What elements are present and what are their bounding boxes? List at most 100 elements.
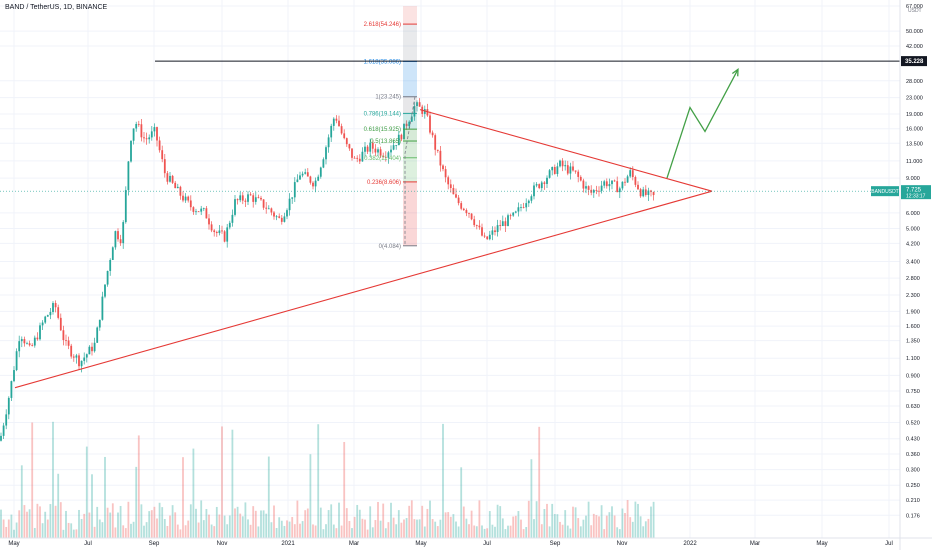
volume-bar — [455, 521, 457, 538]
candle-body — [449, 184, 452, 189]
candle-body — [465, 210, 468, 214]
fib-level-label: 1.618(35.086) — [364, 59, 401, 65]
candle-body — [408, 121, 411, 127]
volume-bar — [551, 503, 554, 538]
volume-bar — [317, 424, 320, 538]
x-tick-label: Jul — [885, 541, 893, 547]
candle-body — [49, 312, 52, 316]
trendline-lower — [14, 190, 713, 389]
time-axis[interactable]: May Jul Sep Nov 2021 Mar May Jul Sep Nov 2022 Mar Ma… — [0, 537, 932, 547]
volume-bar — [93, 526, 96, 538]
volume-bar — [616, 527, 619, 538]
volume-bar — [650, 506, 652, 538]
volume-bar — [361, 518, 364, 538]
volume-bar — [348, 520, 351, 538]
candle-body — [644, 189, 647, 195]
fib-zone — [403, 141, 417, 158]
volume-bar — [202, 520, 205, 538]
candle-body — [213, 230, 216, 233]
volume-bar — [288, 521, 291, 538]
x-tick-label: Sep — [550, 541, 561, 547]
candle-body — [306, 172, 309, 177]
candle-body — [72, 356, 75, 358]
volume-bar — [473, 525, 476, 538]
candle-body — [327, 137, 330, 148]
candle-body — [418, 102, 421, 107]
y-tick-label: 42.000 — [906, 44, 923, 50]
candle-body — [631, 170, 634, 178]
candle-body — [608, 184, 611, 187]
volume-bar — [624, 513, 626, 538]
candle-body — [52, 303, 54, 313]
volume-bar — [75, 529, 78, 538]
y-tick-label: 67.000 — [906, 4, 923, 10]
x-tick-label: Mar — [750, 541, 760, 547]
candle-body — [291, 197, 294, 199]
volume-bar — [145, 522, 148, 538]
volume-bar — [468, 524, 470, 538]
candle-body — [13, 370, 15, 382]
trendlines[interactable] — [14, 109, 713, 389]
y-tick-label: 6.000 — [906, 211, 920, 217]
volume-bar — [481, 525, 483, 538]
volume-bar — [59, 502, 62, 538]
candle-body — [364, 146, 366, 152]
candle-body — [187, 196, 190, 201]
volume-bar — [434, 521, 437, 538]
candle-body — [80, 360, 83, 367]
candle-body — [543, 182, 546, 184]
candle-body — [379, 149, 382, 156]
volume-bar — [36, 503, 39, 538]
candle-body — [501, 221, 504, 227]
candle-body — [122, 222, 125, 244]
candle-body — [75, 355, 78, 358]
projection-path[interactable] — [666, 68, 739, 179]
candle-body — [434, 135, 437, 150]
volume-bar — [283, 525, 286, 538]
candle-body — [390, 149, 392, 153]
candle-body — [325, 147, 327, 160]
volume-bar — [247, 519, 249, 538]
volume-bar — [7, 519, 10, 538]
volume-bar — [54, 505, 57, 538]
candle-body — [10, 381, 13, 398]
candle-body — [205, 208, 208, 219]
volume-bar — [351, 528, 353, 538]
volume-bar — [161, 507, 164, 538]
volume-bar — [629, 517, 632, 538]
x-tick-label: 2022 — [683, 541, 697, 547]
candle-body — [135, 123, 138, 129]
candle-body — [546, 177, 548, 184]
candle-body — [228, 222, 231, 228]
candle-body — [91, 346, 93, 352]
volume-bar — [644, 521, 647, 538]
candle-body — [569, 166, 572, 174]
volume-bar — [478, 500, 481, 538]
candle-body — [226, 227, 229, 242]
volume-bar — [228, 515, 231, 538]
volume-bar — [371, 527, 374, 538]
volume-bar — [543, 509, 546, 538]
candle-body — [273, 212, 275, 217]
volume-bar — [577, 518, 580, 538]
candle-body — [475, 225, 478, 226]
volume-bar — [330, 504, 333, 538]
volume-bar — [525, 527, 528, 538]
volume-bar — [439, 519, 442, 538]
volume-bar — [85, 446, 88, 538]
trendline-upper — [419, 109, 713, 192]
candle-body — [499, 225, 502, 227]
volume-bar — [590, 525, 593, 538]
candle-body — [600, 185, 603, 191]
candle-body — [514, 211, 517, 213]
volume-bar — [429, 500, 431, 538]
volume-bar — [234, 508, 236, 538]
x-tick-label: Jul — [84, 541, 92, 547]
candle-body — [478, 225, 481, 228]
volume-bar — [325, 524, 327, 538]
fib-extension-tool[interactable]: 2.618(54.246) 1.618(35.086) 1(23.245) 0.786… — [155, 6, 900, 250]
volume-bar — [109, 512, 112, 538]
volume-bar — [49, 504, 52, 538]
